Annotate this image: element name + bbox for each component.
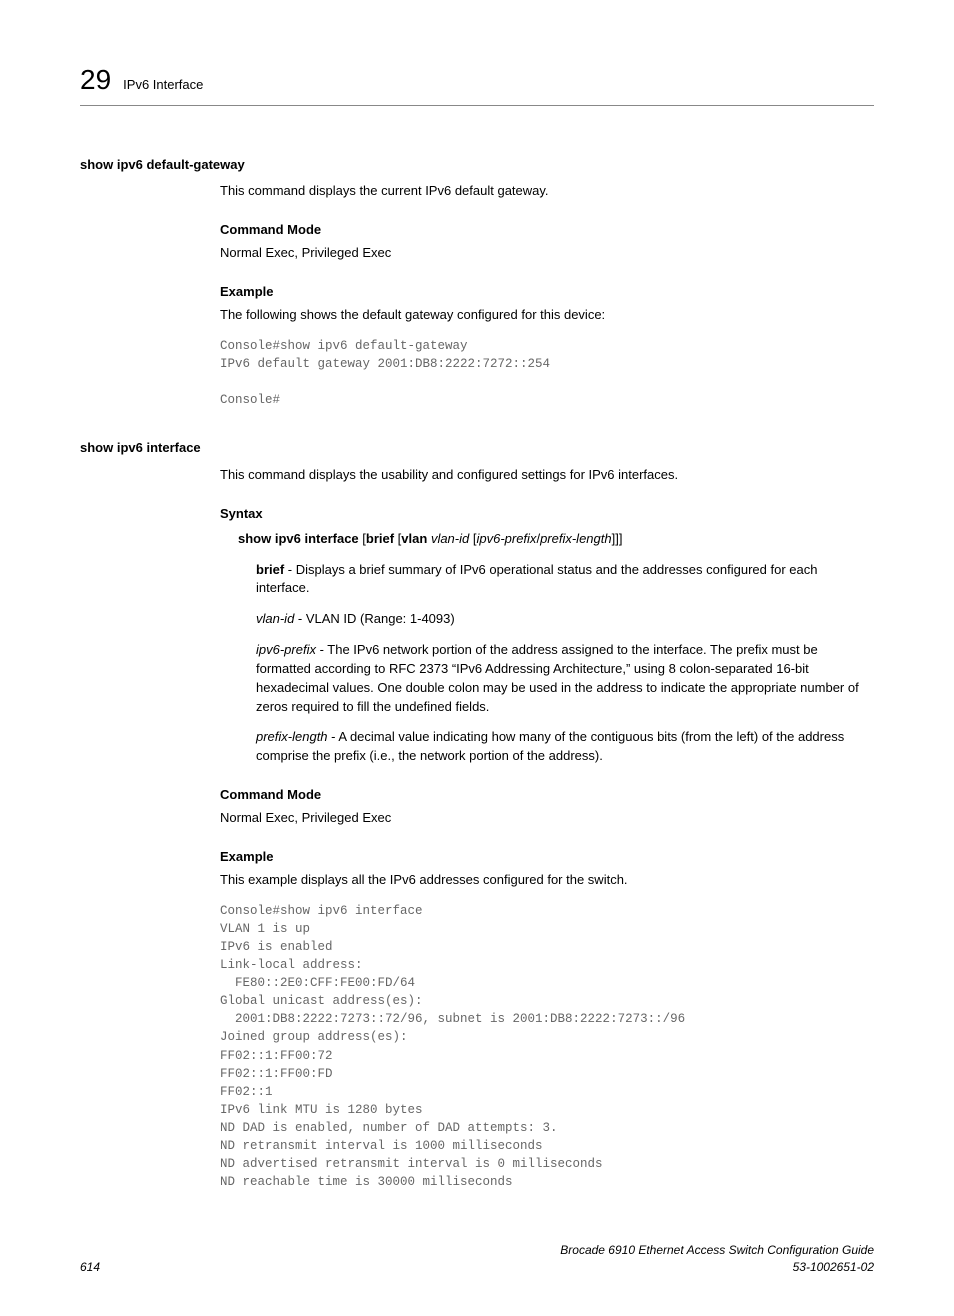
syntax-text: [ [359,531,366,546]
param-desc: - Displays a brief summary of IPv6 opera… [256,562,817,596]
subheading-example-2: Example [220,848,874,867]
footer-title: Brocade 6910 Ethernet Access Switch Conf… [560,1243,874,1257]
param-desc: - VLAN ID (Range: 1-4093) [294,611,454,626]
section-intro: This command displays the current IPv6 d… [220,182,874,201]
subheading-command-mode-2: Command Mode [220,786,874,805]
section-heading-interface: show ipv6 interface [80,439,874,458]
code-block-interface: Console#show ipv6 interface VLAN 1 is up… [220,902,874,1192]
param-ipv6-prefix: ipv6-prefix - The IPv6 network portion o… [256,641,874,716]
param-italic: prefix-length [256,729,328,744]
subheading-command-mode: Command Mode [220,221,874,240]
section-intro-2: This command displays the usability and … [220,466,874,485]
page-footer: 614 Brocade 6910 Ethernet Access Switch … [80,1242,874,1277]
code-block-default-gateway: Console#show ipv6 default-gateway IPv6 d… [220,337,874,410]
syntax-italic: vlan-id [431,531,469,546]
param-bold: brief [256,562,284,577]
subheading-syntax: Syntax [220,505,874,524]
page-header: 29 IPv6 Interface [80,60,874,106]
footer-docnum: 53-1002651-02 [793,1260,874,1274]
syntax-italic: ipv6-prefix [476,531,536,546]
syntax-bold: show ipv6 interface [238,531,359,546]
syntax-bold: brief [366,531,394,546]
param-vlan-id: vlan-id - VLAN ID (Range: 1-4093) [256,610,874,629]
syntax-line: show ipv6 interface [brief [vlan vlan-id… [238,530,874,549]
param-desc: - The IPv6 network portion of the addres… [256,642,859,714]
chapter-title: IPv6 Interface [123,76,203,95]
param-prefix-length: prefix-length - A decimal value indicati… [256,728,874,766]
chapter-number: 29 [80,60,111,101]
footer-page-number: 614 [80,1259,100,1276]
param-brief: brief - Displays a brief summary of IPv6… [256,561,874,599]
syntax-bold: vlan [401,531,427,546]
example-text: The following shows the default gateway … [220,306,874,325]
syntax-text: ]]] [612,531,623,546]
command-mode-text-2: Normal Exec, Privileged Exec [220,809,874,828]
section-heading-default-gateway: show ipv6 default-gateway [80,156,874,175]
param-desc: - A decimal value indicating how many of… [256,729,844,763]
command-mode-text: Normal Exec, Privileged Exec [220,244,874,263]
param-italic: ipv6-prefix [256,642,316,657]
subheading-example: Example [220,283,874,302]
param-italic: vlan-id [256,611,294,626]
syntax-italic: prefix-length [540,531,612,546]
example-text-2: This example displays all the IPv6 addre… [220,871,874,890]
